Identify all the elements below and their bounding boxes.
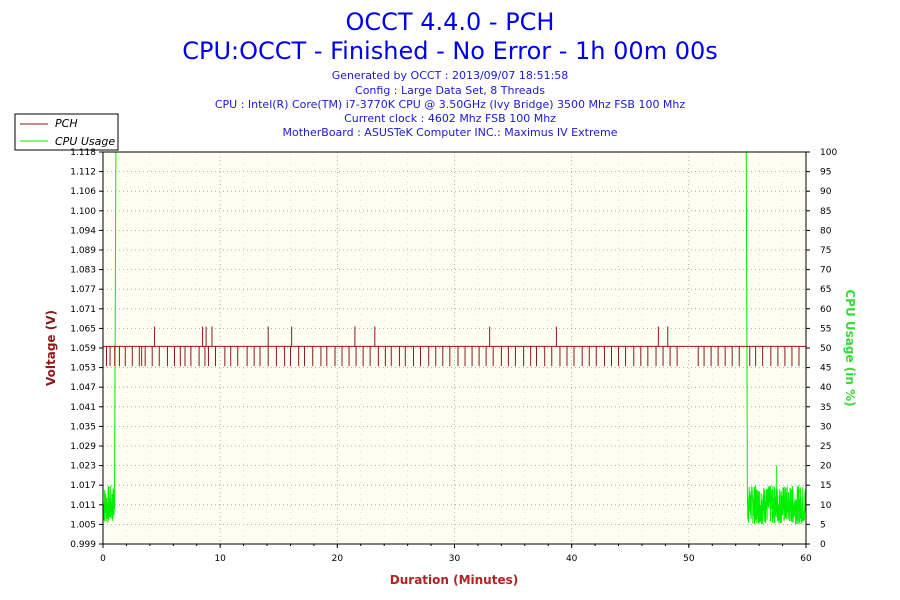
y2-tick-label: 25	[820, 442, 831, 452]
x-axis-title: Duration (Minutes)	[390, 573, 518, 587]
y-tick-label: 1.011	[70, 501, 96, 511]
y-tick-label: 1.071	[70, 305, 96, 315]
y2-tick-label: 85	[820, 207, 831, 217]
series-cpu-usage	[102, 151, 807, 525]
info-line-1: Generated by OCCT : 2013/09/07 18:51:58	[332, 69, 569, 82]
y2-tick-label: 40	[820, 383, 832, 393]
chart-title: OCCT 4.4.0 - PCH	[346, 8, 555, 36]
y2-tick-label: 90	[820, 187, 832, 197]
y-tick-label: 1.059	[70, 344, 96, 354]
x-tick-label: 0	[100, 554, 106, 564]
y2-tick-label: 0	[820, 540, 826, 550]
y2-tick-label: 70	[820, 266, 832, 276]
y-tick-label: 1.083	[70, 266, 96, 276]
y-tick-label: 1.100	[70, 207, 96, 217]
y2-tick-label: 20	[820, 462, 832, 472]
cpu-usage-line	[102, 151, 807, 525]
legend-label-pch: PCH	[55, 117, 78, 130]
y-tick-label: 1.106	[70, 187, 96, 197]
y2-tick-label: 5	[820, 520, 826, 530]
info-line-5: MotherBoard : ASUSTeK Computer INC.: Max…	[282, 126, 617, 139]
info-line-3: CPU : Intel(R) Core(TM) i7-3770K CPU @ 3…	[215, 98, 686, 111]
y2-tick-label: 50	[820, 344, 832, 354]
legend-box	[14, 113, 119, 151]
y-tick-label: 1.035	[70, 422, 96, 432]
y-tick-label: 1.053	[70, 364, 96, 374]
chart-subtitle: CPU:OCCT - Finished - No Error - 1h 00m …	[182, 37, 718, 65]
y-tick-label: 1.077	[70, 285, 96, 295]
y-tick-label: 1.065	[70, 324, 96, 334]
y2-tick-label: 60	[820, 305, 832, 315]
y2-tick-label: 15	[820, 481, 831, 491]
y2-tick-label: 10	[820, 501, 832, 511]
x-tick-label: 60	[800, 554, 812, 564]
y2-axis-title: CPU Usage (in %)	[843, 289, 857, 406]
y2-tick-label: 75	[820, 246, 831, 256]
y-tick-label: 0.999	[70, 540, 96, 550]
legend: PCH CPU Usage	[14, 113, 119, 151]
y-tick-label: 1.089	[70, 246, 96, 256]
y-right-axis: 0 5 10 15 20 25 30 35 40 45 50 55 60 65 70 75 80 85 90 95 10…	[806, 148, 837, 550]
x-axis: 0 10 20 30 40 50 60	[100, 544, 812, 564]
y-tick-label: 1.023	[70, 462, 96, 472]
x-tick-label: 50	[683, 554, 695, 564]
y-tick-label: 1.017	[70, 481, 96, 491]
y-tick-label: 1.029	[70, 442, 96, 452]
y-tick-label: 1.118	[70, 148, 96, 158]
y-tick-label: 1.094	[70, 226, 96, 236]
y-tick-label: 1.041	[70, 403, 96, 413]
y2-tick-label: 95	[820, 168, 831, 178]
y2-tick-label: 80	[820, 226, 832, 236]
y-tick-label: 1.112	[70, 168, 96, 178]
x-tick-label: 30	[449, 554, 461, 564]
y2-tick-label: 100	[820, 148, 837, 158]
legend-label-cpu: CPU Usage	[55, 135, 115, 148]
y2-tick-label: 55	[820, 324, 831, 334]
y-tick-label: 1.047	[70, 383, 96, 393]
series-pch	[103, 326, 806, 367]
y-tick-label: 1.005	[70, 520, 96, 530]
info-line-4: Current clock : 4602 Mhz FSB 100 Mhz	[344, 112, 556, 125]
info-line-2: Config : Large Data Set, 8 Threads	[355, 84, 545, 97]
y-left-axis: 0.999 1.005 1.011 1.017 1.023 1.029 1.035 1.041…	[70, 148, 103, 550]
x-tick-label: 10	[214, 554, 226, 564]
y2-tick-label: 45	[820, 364, 831, 374]
y-axis-title: Voltage (V)	[44, 310, 58, 386]
y2-tick-label: 30	[820, 422, 832, 432]
x-tick-label: 20	[332, 554, 344, 564]
y2-tick-label: 35	[820, 403, 831, 413]
y2-tick-label: 65	[820, 285, 831, 295]
x-tick-label: 40	[566, 554, 578, 564]
